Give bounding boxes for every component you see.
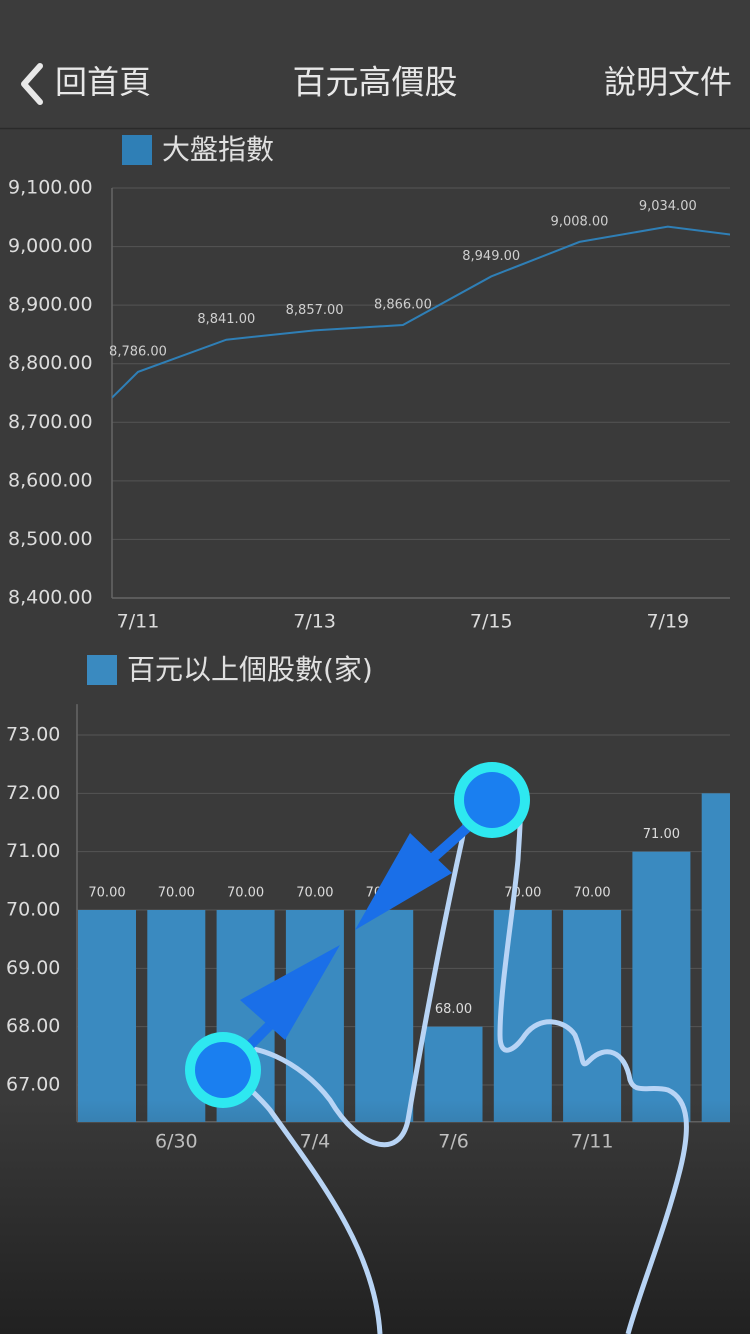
- arrow-head: [355, 833, 452, 930]
- legend-label: 百元以上個股數(家): [127, 653, 373, 686]
- y-tick-label: 8,600.00: [8, 469, 93, 491]
- bar: [355, 910, 414, 1122]
- value-label: 8,866.00: [374, 298, 432, 313]
- value-label: 70.00: [296, 886, 333, 901]
- nav-title: 百元高價股: [293, 63, 458, 102]
- y-tick-label: 70.00: [6, 899, 60, 921]
- y-tick-label: 8,500.00: [8, 528, 93, 550]
- y-tick-label: 9,100.00: [8, 177, 93, 199]
- bar: [563, 910, 622, 1122]
- gesture-overlay: [185, 762, 689, 1334]
- bar: [78, 910, 136, 1122]
- touch-point-inner: [195, 1042, 251, 1098]
- y-tick-label: 72.00: [6, 782, 60, 804]
- y-tick-label: 69.00: [6, 957, 60, 979]
- value-label: 70.00: [227, 886, 264, 901]
- line-series: [112, 225, 730, 399]
- value-label: 8,949.00: [462, 249, 520, 264]
- y-tick-label: 9,000.00: [8, 235, 93, 257]
- x-tick-label: 7/11: [117, 611, 160, 633]
- y-tick-label: 68.00: [6, 1015, 60, 1037]
- y-tick-label: 73.00: [6, 724, 60, 746]
- value-label: 70.00: [158, 886, 195, 901]
- nav-bar: [0, 0, 750, 128]
- value-label: 9,034.00: [639, 199, 697, 214]
- legend-label: 大盤指數: [162, 133, 274, 166]
- bar: [701, 793, 730, 1122]
- touch-point-inner: [464, 772, 520, 828]
- chart: 大盤指數 8,400.00 8,500.00 8,600.00 8,700.00 8,80…: [8, 133, 730, 633]
- y-tick-label: 8,700.00: [8, 411, 93, 433]
- back-icon[interactable]: [21, 63, 43, 105]
- y-tick-label: 71.00: [6, 840, 60, 862]
- plot: [112, 225, 730, 399]
- legend-swatch: [87, 655, 117, 685]
- x-tick-label: 7/19: [646, 611, 689, 633]
- bar: [632, 851, 691, 1122]
- chart: 百元以上個股數(家) 67.00 68.00 69.00 70.00 71.00 72.00…: [6, 653, 730, 1153]
- y-tick-label: 8,400.00: [8, 587, 93, 609]
- y-tick-label: 8,800.00: [8, 352, 93, 374]
- value-label: 8,841.00: [197, 312, 255, 327]
- arrow-head: [240, 945, 340, 1040]
- value-label: 9,008.00: [551, 214, 609, 229]
- x-tick-label: 7/15: [470, 611, 513, 633]
- value-label: 8,857.00: [286, 303, 344, 318]
- legend-swatch: [122, 135, 152, 165]
- value-label: 8,786.00: [109, 344, 167, 359]
- x-tick-label: 7/13: [293, 611, 336, 633]
- help-button[interactable]: 說明文件: [604, 63, 732, 101]
- value-label: 71.00: [643, 827, 680, 842]
- value-label: 70.00: [504, 886, 541, 901]
- value-label: 70.00: [573, 886, 610, 901]
- y-tick-label: 67.00: [6, 1074, 60, 1096]
- back-button[interactable]: 回首頁: [55, 63, 151, 101]
- y-tick-label: 8,900.00: [8, 294, 93, 316]
- charts: 大盤指數 8,400.00 8,500.00 8,600.00 8,700.00 8,80…: [6, 133, 730, 1153]
- bar: [493, 910, 552, 1122]
- value-label: 68.00: [435, 1002, 472, 1017]
- value-label: 70.00: [88, 886, 125, 901]
